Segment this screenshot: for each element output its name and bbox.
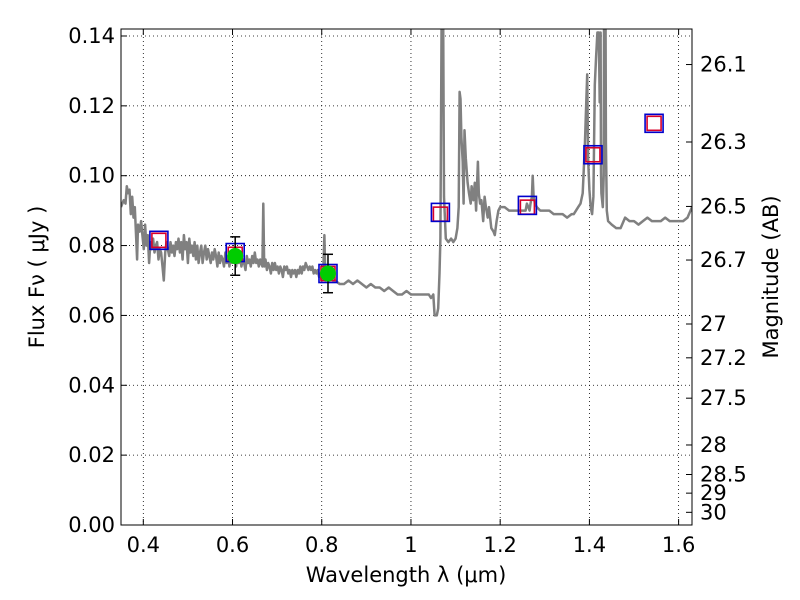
- y-axis-right-label: Magnitude (AB): [759, 195, 783, 358]
- model-photometry-marker: [646, 115, 662, 132]
- observed-bandpass-marker: [644, 113, 664, 134]
- x-tick-label: 1.4: [573, 533, 606, 557]
- observed-detection-point: [227, 248, 244, 265]
- x-axis-label: Wavelength λ (μm): [306, 563, 507, 587]
- y-tick-label: 0.04: [68, 373, 115, 397]
- mag-tick-label: 26.7: [700, 248, 747, 272]
- marker-layer: [149, 113, 664, 294]
- plot-background: [121, 29, 692, 525]
- x-tick-label: 1: [404, 533, 417, 557]
- y-tick-label: 0.12: [68, 94, 115, 118]
- mag-tick-label: 27.2: [700, 346, 747, 370]
- mag-tick-label: 27.5: [700, 386, 747, 410]
- observed-bandpass-marker: [430, 202, 451, 223]
- y-tick-label: 0.00: [68, 513, 115, 537]
- model-photometry-marker: [151, 232, 167, 249]
- model-photometry-marker: [585, 146, 601, 163]
- x-tick-label: 1.2: [483, 533, 516, 557]
- x-tick-label: 0.4: [127, 533, 160, 557]
- x-tick-label: 0.6: [216, 533, 249, 557]
- observed-bandpass-marker: [149, 230, 169, 251]
- mag-tick-label: 26.5: [700, 194, 747, 218]
- y-tick-label: 0.14: [68, 24, 115, 48]
- y-tick-label: 0.08: [68, 234, 115, 258]
- y-tick-label: 0.10: [68, 164, 115, 188]
- y-axis-label: Flux Fν ( μJy ): [25, 206, 49, 349]
- observed-bandpass-marker: [517, 195, 538, 216]
- plot-frame: [120, 28, 693, 526]
- mag-tick-label: 30: [700, 500, 727, 524]
- x-tick-label: 1.6: [662, 533, 695, 557]
- observed-detection-point: [319, 265, 336, 282]
- observed-bandpass-marker: [583, 144, 603, 165]
- axis-ticks: 0.4 0.6 0.8 1 1.2 1.4 1.6 0.00 0.02 0.04 0.06 0.08 0…: [68, 24, 747, 557]
- y-tick-label: 0.06: [68, 303, 115, 327]
- mag-tick-label: 26.3: [700, 130, 747, 154]
- x-tick-label: 0.8: [305, 533, 338, 557]
- y-tick-label: 0.02: [68, 443, 115, 467]
- mag-tick-label: 27: [700, 312, 727, 336]
- mag-tick-label: 29: [700, 481, 727, 505]
- mag-tick-label: 26.1: [700, 53, 747, 77]
- mag-tick-label: 28: [700, 433, 727, 457]
- mag-tick-label: 28.5: [700, 463, 747, 487]
